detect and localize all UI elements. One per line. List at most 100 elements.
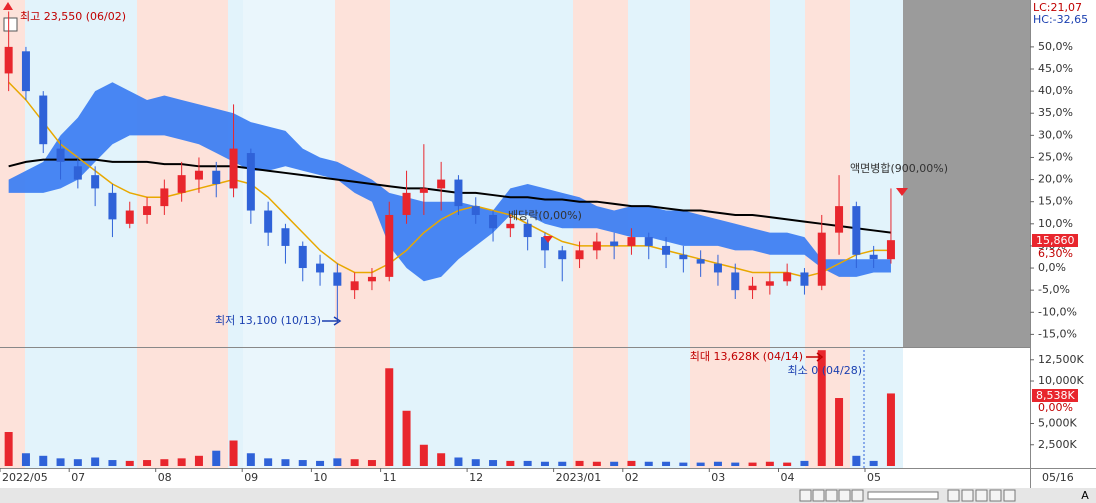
volume-bar <box>143 460 152 466</box>
trend-band <box>573 0 628 468</box>
split-arrow <box>896 188 908 196</box>
candle-body <box>21 51 30 92</box>
volume-bar <box>610 461 619 466</box>
volume-bar <box>454 457 463 466</box>
candle-body <box>869 254 878 260</box>
x-tick-label: 09 <box>244 471 258 484</box>
x-tick-label: 04 <box>781 471 795 484</box>
toolbar-letter[interactable]: A <box>1081 489 1089 502</box>
trend-band <box>805 0 850 468</box>
last-change-label: 6,30% <box>1038 247 1073 260</box>
candle-body <box>575 250 584 260</box>
volume-bar <box>679 462 688 466</box>
low-arrow <box>322 316 342 326</box>
candle-body <box>748 285 757 291</box>
button-last[interactable] <box>851 489 864 502</box>
volume-tick-label: 2,500K <box>1038 438 1077 451</box>
x-tick-label: 02 <box>625 471 639 484</box>
volume-bar <box>264 458 273 466</box>
button-stop[interactable] <box>825 489 838 502</box>
x-tick-label: 12 <box>469 471 483 484</box>
hc-label: HC:-32,65 <box>1033 13 1088 26</box>
trend-band <box>0 0 25 468</box>
volume-bar <box>765 461 774 466</box>
candle-body <box>385 214 394 277</box>
trend-band <box>228 0 243 468</box>
volume-bar <box>886 393 895 466</box>
volume-bar <box>298 460 307 466</box>
x-tick-label: 2023/01 <box>556 471 602 484</box>
candle-body <box>298 245 307 269</box>
button-next[interactable] <box>838 489 851 502</box>
y-tick-label: -5,0% <box>1038 283 1070 296</box>
x-tick-label: 11 <box>383 471 397 484</box>
candle-body <box>610 241 619 246</box>
volume-bar <box>194 455 203 466</box>
candle-body <box>419 188 428 193</box>
volume-bar <box>402 410 411 466</box>
candle-body <box>246 153 255 211</box>
candle-body <box>662 245 671 255</box>
volume-bar <box>21 453 30 466</box>
volume-bar <box>731 462 740 466</box>
volume-bar <box>852 455 861 466</box>
candle-body <box>471 206 480 215</box>
volume-bar <box>160 459 169 466</box>
toolbar-buttons[interactable]: A <box>799 489 1089 502</box>
button-zoom-in[interactable] <box>947 489 960 502</box>
moving-average <box>8 81 891 278</box>
candle-body <box>765 281 774 286</box>
y-tick-label: 35,0% <box>1038 106 1073 119</box>
volume-bar <box>419 444 428 466</box>
dividend-arrow <box>543 236 553 243</box>
candle-body <box>91 175 100 189</box>
y-tick-label: -10,0% <box>1038 305 1077 318</box>
volume-bar <box>316 460 325 466</box>
volume-bar <box>800 460 809 466</box>
candle-body <box>627 237 636 246</box>
button-draw[interactable] <box>989 489 1002 502</box>
volume-bar <box>558 461 567 466</box>
candle-body <box>39 95 48 145</box>
volume-bar <box>56 458 65 466</box>
candle-body <box>56 148 65 162</box>
candle-body <box>143 206 152 215</box>
button-table[interactable] <box>1003 489 1016 502</box>
volume-bar <box>817 350 826 466</box>
y-tick-label: 40,0% <box>1038 84 1073 97</box>
volume-bar <box>540 461 549 466</box>
button-prev[interactable] <box>812 489 825 502</box>
candle-body <box>125 210 134 224</box>
candle-body <box>281 228 290 246</box>
button-zoom-out[interactable] <box>961 489 974 502</box>
x-tick-label: 10 <box>313 471 327 484</box>
candle-body <box>367 276 376 282</box>
moving-average <box>8 158 892 234</box>
volume-bar <box>627 460 636 466</box>
candle-body <box>177 175 186 193</box>
zoom-slider[interactable] <box>867 491 939 500</box>
candle-body <box>264 210 273 233</box>
volume-bar <box>39 455 48 466</box>
volume-bar <box>592 461 601 466</box>
candle-body <box>696 259 705 264</box>
button-settings[interactable] <box>975 489 988 502</box>
candle-body <box>73 166 82 180</box>
volume-bar <box>229 440 238 466</box>
candle-body <box>592 241 601 251</box>
candle-body <box>212 170 221 184</box>
volume-bar <box>212 450 221 466</box>
volume-bar <box>73 459 82 466</box>
button-first[interactable] <box>799 489 812 502</box>
candle-body <box>540 237 549 251</box>
grid-icon[interactable] <box>3 17 18 32</box>
candle-body <box>886 240 895 260</box>
y-tick-label: -15,0% <box>1038 327 1077 340</box>
volume-bar <box>713 461 722 466</box>
volume-bar <box>748 462 757 466</box>
candle-body <box>506 223 515 229</box>
volume-bar <box>437 453 446 466</box>
trend-band <box>335 0 390 468</box>
high-label: 최고 23,550 (06/02) <box>20 10 126 23</box>
